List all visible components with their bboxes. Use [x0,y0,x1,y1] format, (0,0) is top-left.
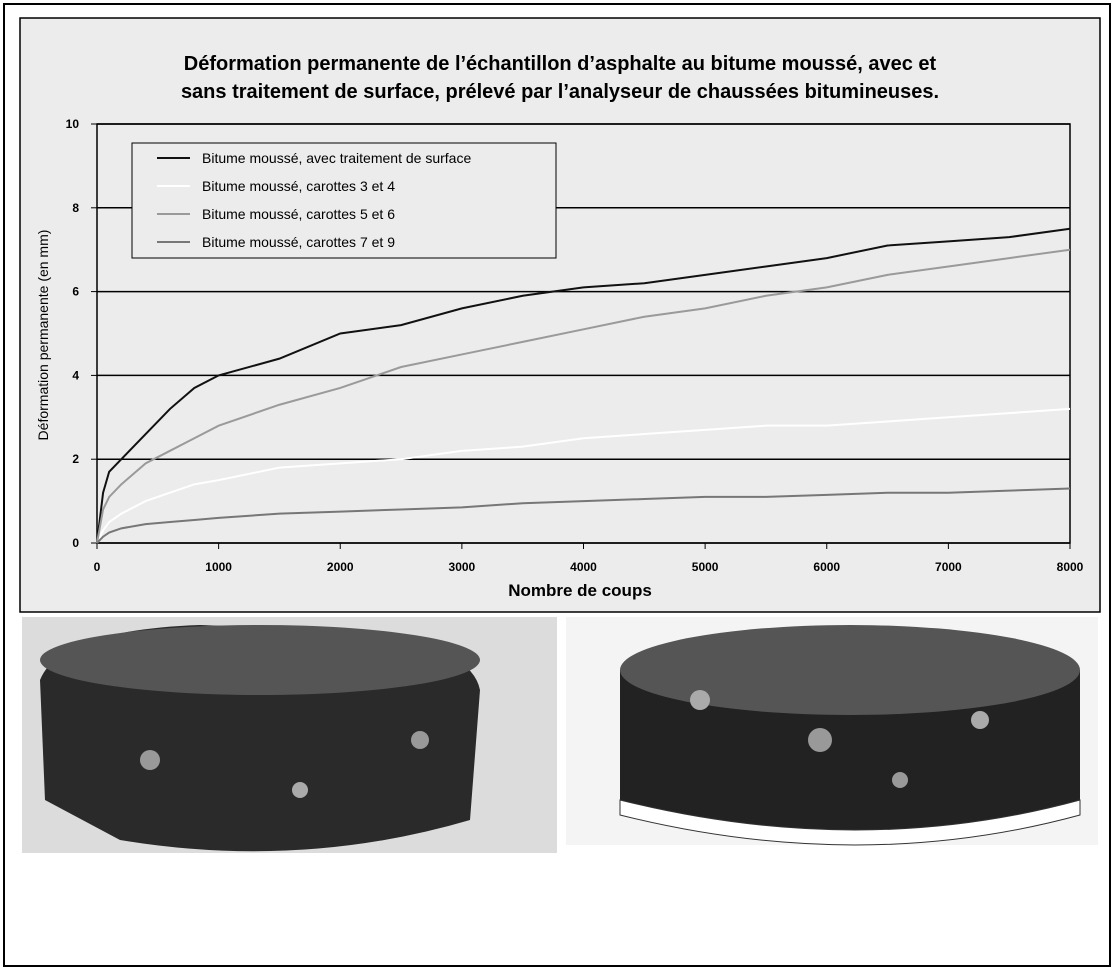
x-tick-label: 5000 [692,560,719,574]
x-tick-label: 2000 [327,560,354,574]
y-tick-label: 8 [72,201,79,215]
y-tick-label: 6 [72,285,79,299]
legend-label: Bitume moussé, carottes 5 et 6 [202,206,395,222]
photo-right [566,617,1098,845]
photo-left [22,617,557,853]
x-tick-label: 8000 [1057,560,1084,574]
x-tick-label: 0 [94,560,101,574]
y-tick-label: 10 [66,117,80,131]
legend-label: Bitume moussé, carottes 7 et 9 [202,234,395,250]
chart-title: Déformation permanente de l’échantillon … [184,53,937,75]
page: Déformation permanente de l’échantillon … [0,0,1114,970]
y-tick-label: 0 [72,536,79,550]
x-tick-label: 1000 [205,560,232,574]
x-tick-label: 4000 [570,560,597,574]
x-tick-label: 3000 [449,560,476,574]
x-axis-label: Nombre de coups [508,581,652,600]
legend-label: Bitume moussé, avec traitement de surfac… [202,150,471,166]
chart-title: sans traitement de surface, prélevé par … [181,81,939,103]
plot-area: 0 2 4 6 8 10 0 1000 2000 3000 4000 5000 6000 7000 8000… [66,117,1084,574]
y-tick-label: 4 [72,368,79,382]
legend-label: Bitume moussé, carottes 3 et 4 [202,178,395,194]
y-tick-label: 2 [72,452,79,466]
x-tick-label: 6000 [813,560,840,574]
y-axis-label: Déformation permanente (en mm) [35,230,51,441]
x-tick-label: 7000 [935,560,962,574]
